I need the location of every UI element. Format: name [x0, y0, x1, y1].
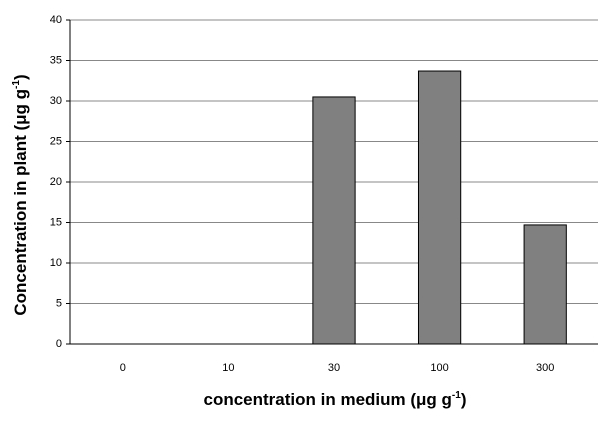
- x-axis-title-end: ): [461, 390, 467, 409]
- y-axis-title-end: ): [11, 74, 30, 80]
- y-tick-label: 5: [56, 297, 62, 309]
- x-axis-title-sup: -1: [452, 390, 461, 401]
- bar: [417, 70, 462, 345]
- x-axis-title: concentration in medium (μg g-1): [204, 390, 467, 410]
- y-axis-title: Concentration in plant (μg g-1): [11, 74, 31, 315]
- y-tick-label: 30: [50, 95, 62, 107]
- x-tick-label: 0: [120, 362, 126, 374]
- y-tick-label: 35: [50, 54, 62, 66]
- y-tick-label: 15: [50, 216, 62, 228]
- y-tick-label: 10: [50, 257, 62, 269]
- y-tick-label: 0: [56, 338, 62, 350]
- x-tick-label: 10: [222, 362, 234, 374]
- y-tick-label: 40: [50, 14, 62, 26]
- x-tick-label: 300: [536, 362, 554, 374]
- y-axis-title-text: Concentration in plant (μg g: [11, 89, 30, 316]
- x-tick-label: 30: [328, 362, 340, 374]
- y-tick-label: 20: [50, 176, 62, 188]
- y-tick-label: 25: [50, 135, 62, 147]
- x-axis-title-text: concentration in medium (μg g: [204, 390, 452, 409]
- bar: [523, 224, 567, 345]
- bar: [312, 96, 356, 345]
- x-tick-label: 100: [430, 362, 448, 374]
- y-axis-title-sup: -1: [11, 80, 22, 89]
